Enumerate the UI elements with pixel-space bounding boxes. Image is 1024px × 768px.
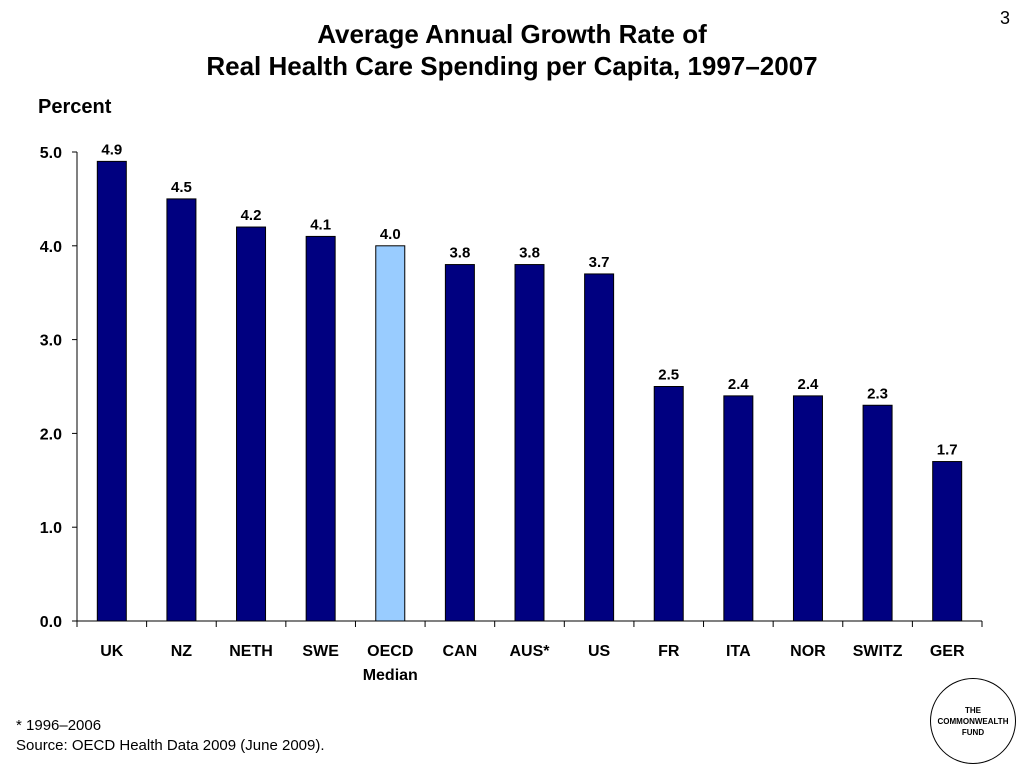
x-tick-label: SWITZ [853, 643, 903, 660]
commonwealth-fund-logo: THE COMMONWEALTH FUND [930, 678, 1016, 764]
data-label: 2.4 [798, 376, 820, 393]
bar-switz [862, 404, 893, 622]
data-label: 4.2 [241, 207, 262, 224]
data-label: 3.7 [589, 254, 610, 271]
y-tick-label: 0.0 [40, 614, 62, 631]
data-label: 4.1 [310, 216, 331, 233]
x-tick-label: OECD [367, 643, 413, 660]
chart-title-line1: Average Annual Growth Rate of [317, 19, 707, 49]
footnote-block: * 1996–2006 Source: OECD Health Data 200… [16, 716, 325, 756]
bar-oecd [375, 245, 406, 622]
footnote: * 1996–2006 [16, 717, 102, 734]
data-label: 4.5 [171, 179, 192, 196]
bar-fr [653, 386, 684, 622]
bar-ita [723, 395, 754, 622]
x-tick-label: AUS* [509, 643, 550, 660]
x-tick-label: GER [930, 643, 965, 660]
y-tick-label: 3.0 [40, 333, 62, 350]
data-label: 3.8 [449, 245, 470, 262]
logo-line-1: THE [965, 705, 981, 715]
data-label: 4.0 [380, 226, 401, 243]
y-axis-label: Percent [38, 96, 112, 118]
bar-can [444, 264, 475, 622]
bar-us [584, 273, 615, 622]
data-label: 2.5 [658, 367, 679, 384]
x-tick-label: FR [658, 643, 680, 660]
bar-nor [792, 395, 823, 622]
y-tick-label: 2.0 [40, 426, 62, 443]
bar-swe [305, 235, 336, 622]
y-tick-label: 4.0 [40, 239, 62, 256]
page-number: 3 [999, 8, 1010, 28]
x-tick-label: UK [100, 643, 124, 660]
bar-neth [236, 226, 267, 622]
bar-chart: 0.0 1.0 2.0 3.0 4.0 5.0 4.9 UK 4.5 NZ 4.2 NETH 4.1 SW… [40, 141, 983, 684]
logo-line-3: FUND [961, 727, 985, 737]
x-tick-label: Median [363, 667, 418, 684]
x-tick-label: NZ [171, 643, 193, 660]
bar-nz [166, 198, 197, 622]
x-tick-label: CAN [443, 643, 478, 660]
data-label: 1.7 [937, 442, 958, 459]
logo-line-2: COMMONWEALTH [937, 716, 1009, 726]
data-label: 3.8 [519, 245, 540, 262]
bar-aus [514, 264, 545, 622]
x-tick-label: SWE [302, 643, 339, 660]
x-tick-label: ITA [726, 643, 751, 660]
x-tick-label: NOR [790, 643, 826, 660]
data-label: 4.9 [101, 141, 122, 158]
bar-ger [932, 461, 963, 622]
y-tick-label: 5.0 [40, 145, 62, 162]
y-tick-label: 1.0 [40, 520, 62, 537]
bar-uk [96, 160, 127, 622]
data-label: 2.4 [728, 376, 750, 393]
source-note: Source: OECD Health Data 2009 (June 2009… [16, 737, 325, 754]
chart-title-line2: Real Health Care Spending per Capita, 19… [206, 51, 818, 81]
chart-title: Average Annual Growth Rate of Real Healt… [0, 18, 1024, 82]
x-tick-label: US [588, 643, 611, 660]
x-tick-label: NETH [229, 643, 273, 660]
data-label: 2.3 [867, 385, 888, 402]
